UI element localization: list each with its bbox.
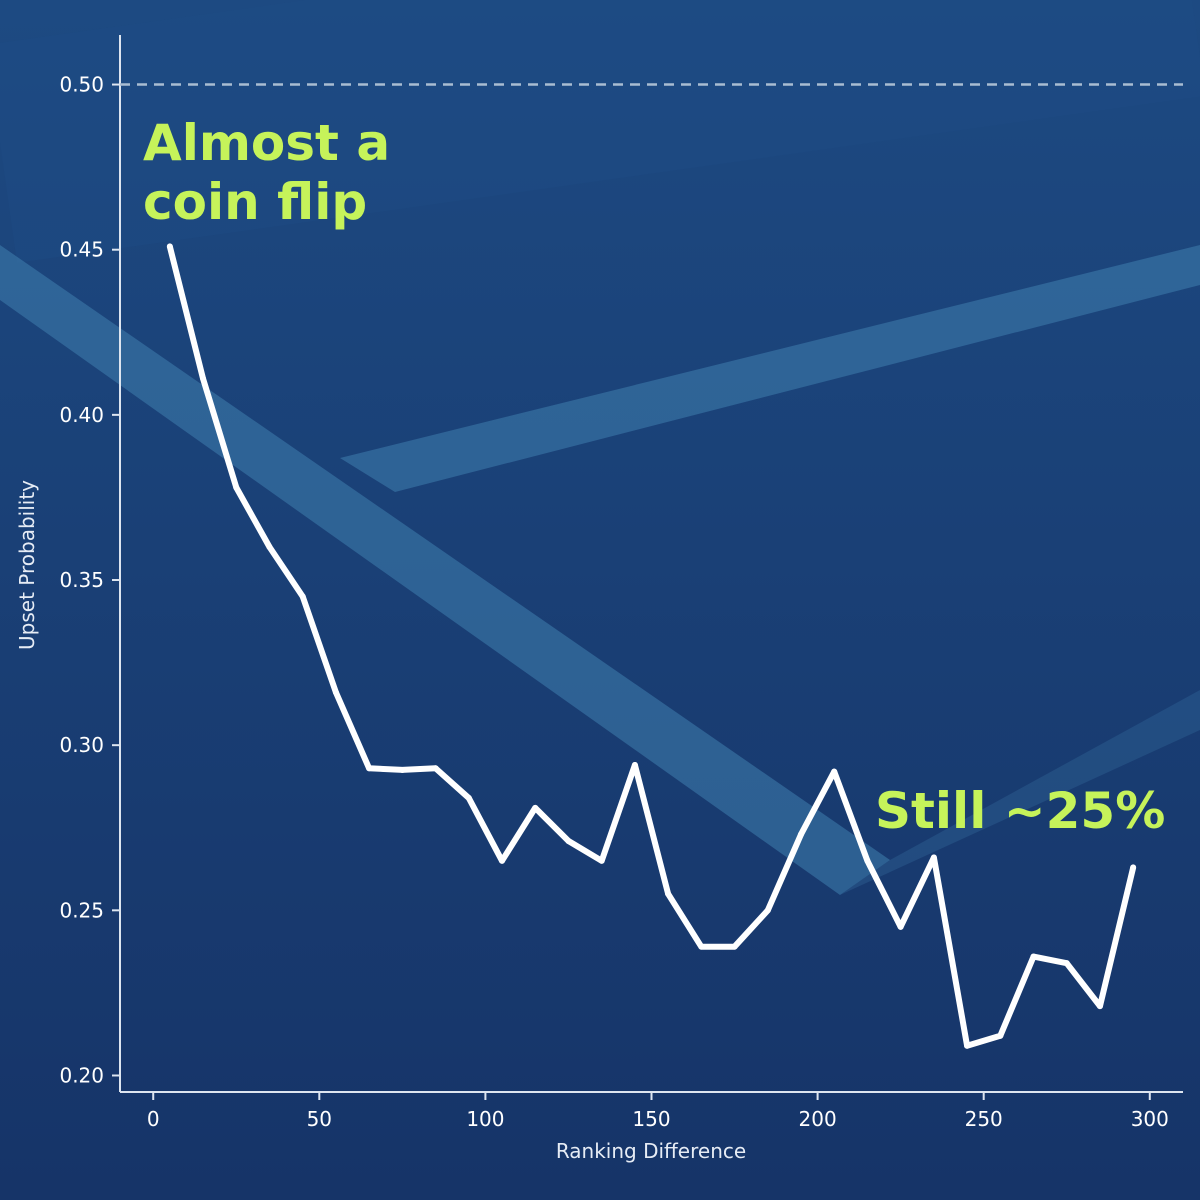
data-point <box>864 857 871 864</box>
data-point <box>1130 864 1137 871</box>
upset-probability-line <box>166 245 1137 1049</box>
data-point <box>465 795 472 802</box>
x-tick-label: 150 <box>632 1107 670 1131</box>
y-tick-label: 0.20 <box>59 1063 104 1087</box>
y-tick-label: 0.35 <box>59 568 104 592</box>
data-point <box>1096 1003 1103 1010</box>
data-point <box>964 1042 971 1049</box>
y-axis-label: Upset Probability <box>15 480 39 650</box>
data-point <box>1063 960 1070 967</box>
data-point <box>631 761 638 768</box>
data-point <box>698 943 705 950</box>
annotation-still-25: Still ~25% <box>875 782 1165 840</box>
data-point <box>332 689 339 696</box>
data-point <box>598 857 605 864</box>
data-point <box>532 804 539 811</box>
y-tick-label: 0.30 <box>59 733 104 757</box>
data-point <box>299 593 306 600</box>
annotation-coin-flip-line-2: coin flip <box>143 173 367 231</box>
data-point <box>897 923 904 930</box>
data-point <box>266 543 273 550</box>
x-tick-label: 200 <box>799 1107 837 1131</box>
x-tick-label: 300 <box>1131 1107 1169 1131</box>
data-point <box>565 837 572 844</box>
data-point <box>233 484 240 491</box>
data-point <box>366 765 373 772</box>
data-point <box>399 766 406 773</box>
data-point <box>665 890 672 897</box>
y-tick-label: 0.50 <box>59 73 104 97</box>
y-tick-label: 0.40 <box>59 403 104 427</box>
annotation-coin-flip-line-1: Almost a <box>143 114 390 172</box>
y-tick-label: 0.45 <box>59 238 104 262</box>
court-line <box>340 245 1200 492</box>
data-point <box>499 857 506 864</box>
data-point <box>764 907 771 914</box>
x-tick-label: 100 <box>466 1107 504 1131</box>
data-point <box>200 375 207 382</box>
data-point <box>1030 953 1037 960</box>
y-tick-label: 0.25 <box>59 898 104 922</box>
court-line <box>0 245 890 895</box>
data-point <box>731 943 738 950</box>
x-tick-label: 50 <box>307 1107 332 1131</box>
data-point <box>797 831 804 838</box>
data-point <box>166 243 173 250</box>
x-tick-label: 0 <box>147 1107 160 1131</box>
background-stripe <box>0 0 1200 263</box>
court-line-right <box>840 690 1200 895</box>
data-point <box>831 768 838 775</box>
data-point <box>997 1032 1004 1039</box>
data-point <box>432 765 439 772</box>
x-axis-label: Ranking Difference <box>556 1139 746 1163</box>
x-tick-label: 250 <box>965 1107 1003 1131</box>
data-point <box>930 854 937 861</box>
